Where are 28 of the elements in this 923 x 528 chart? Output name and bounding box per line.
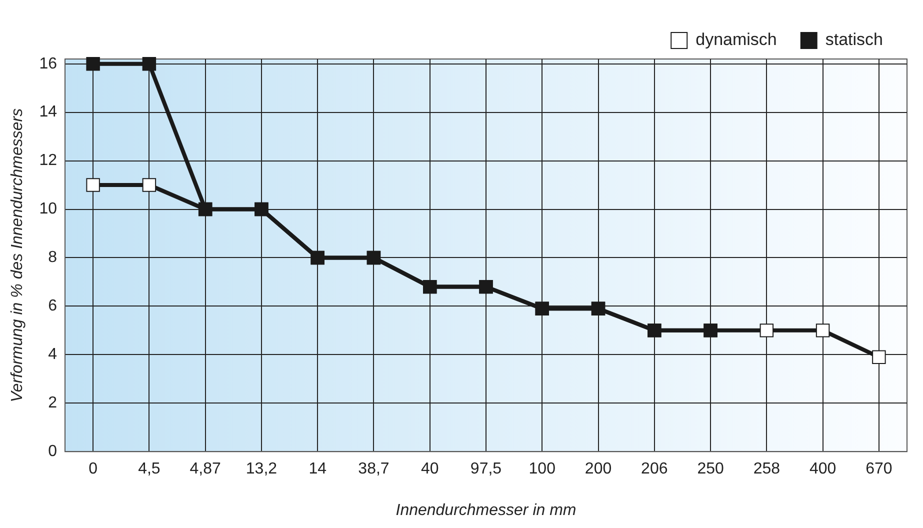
y-tick-label: 12 — [39, 152, 58, 170]
x-tick-label: 200 — [584, 460, 612, 478]
x-tick-label: 258 — [753, 460, 780, 478]
x-tick-label: 206 — [641, 460, 668, 478]
x-tick-label: 38,7 — [358, 460, 390, 478]
y-tick-label: 8 — [48, 249, 58, 266]
x-tick-label: 4,87 — [190, 460, 222, 478]
x-tick-label: 400 — [809, 460, 836, 478]
x-tick-label: 670 — [866, 460, 892, 478]
y-axis-title: Verformung in % des Innendurchmessers — [9, 108, 26, 402]
x-tick-label: 13,2 — [246, 460, 278, 478]
y-tick-label: 0 — [48, 443, 58, 460]
x-tick-label: 100 — [528, 460, 556, 478]
y-tick-label: 4 — [48, 346, 58, 364]
y-tick-label: 6 — [48, 298, 58, 315]
x-tick-label: 4,5 — [138, 460, 160, 478]
y-tick-label: 14 — [39, 104, 58, 121]
legend-label: dynamisch — [696, 30, 777, 50]
y-tick-label: 16 — [39, 55, 58, 72]
x-tick-label: 0 — [88, 460, 98, 478]
legend-label: statisch — [825, 30, 884, 50]
x-tick-label: 97,5 — [470, 460, 502, 478]
y-tick-label: 2 — [48, 394, 58, 412]
x-tick-label: 250 — [697, 460, 724, 478]
x-tick-label: 40 — [420, 460, 439, 478]
y-tick-label: 10 — [39, 200, 58, 218]
x-axis-title: Innendurchmesser in mm — [396, 502, 576, 519]
x-tick-label: 14 — [308, 460, 327, 478]
